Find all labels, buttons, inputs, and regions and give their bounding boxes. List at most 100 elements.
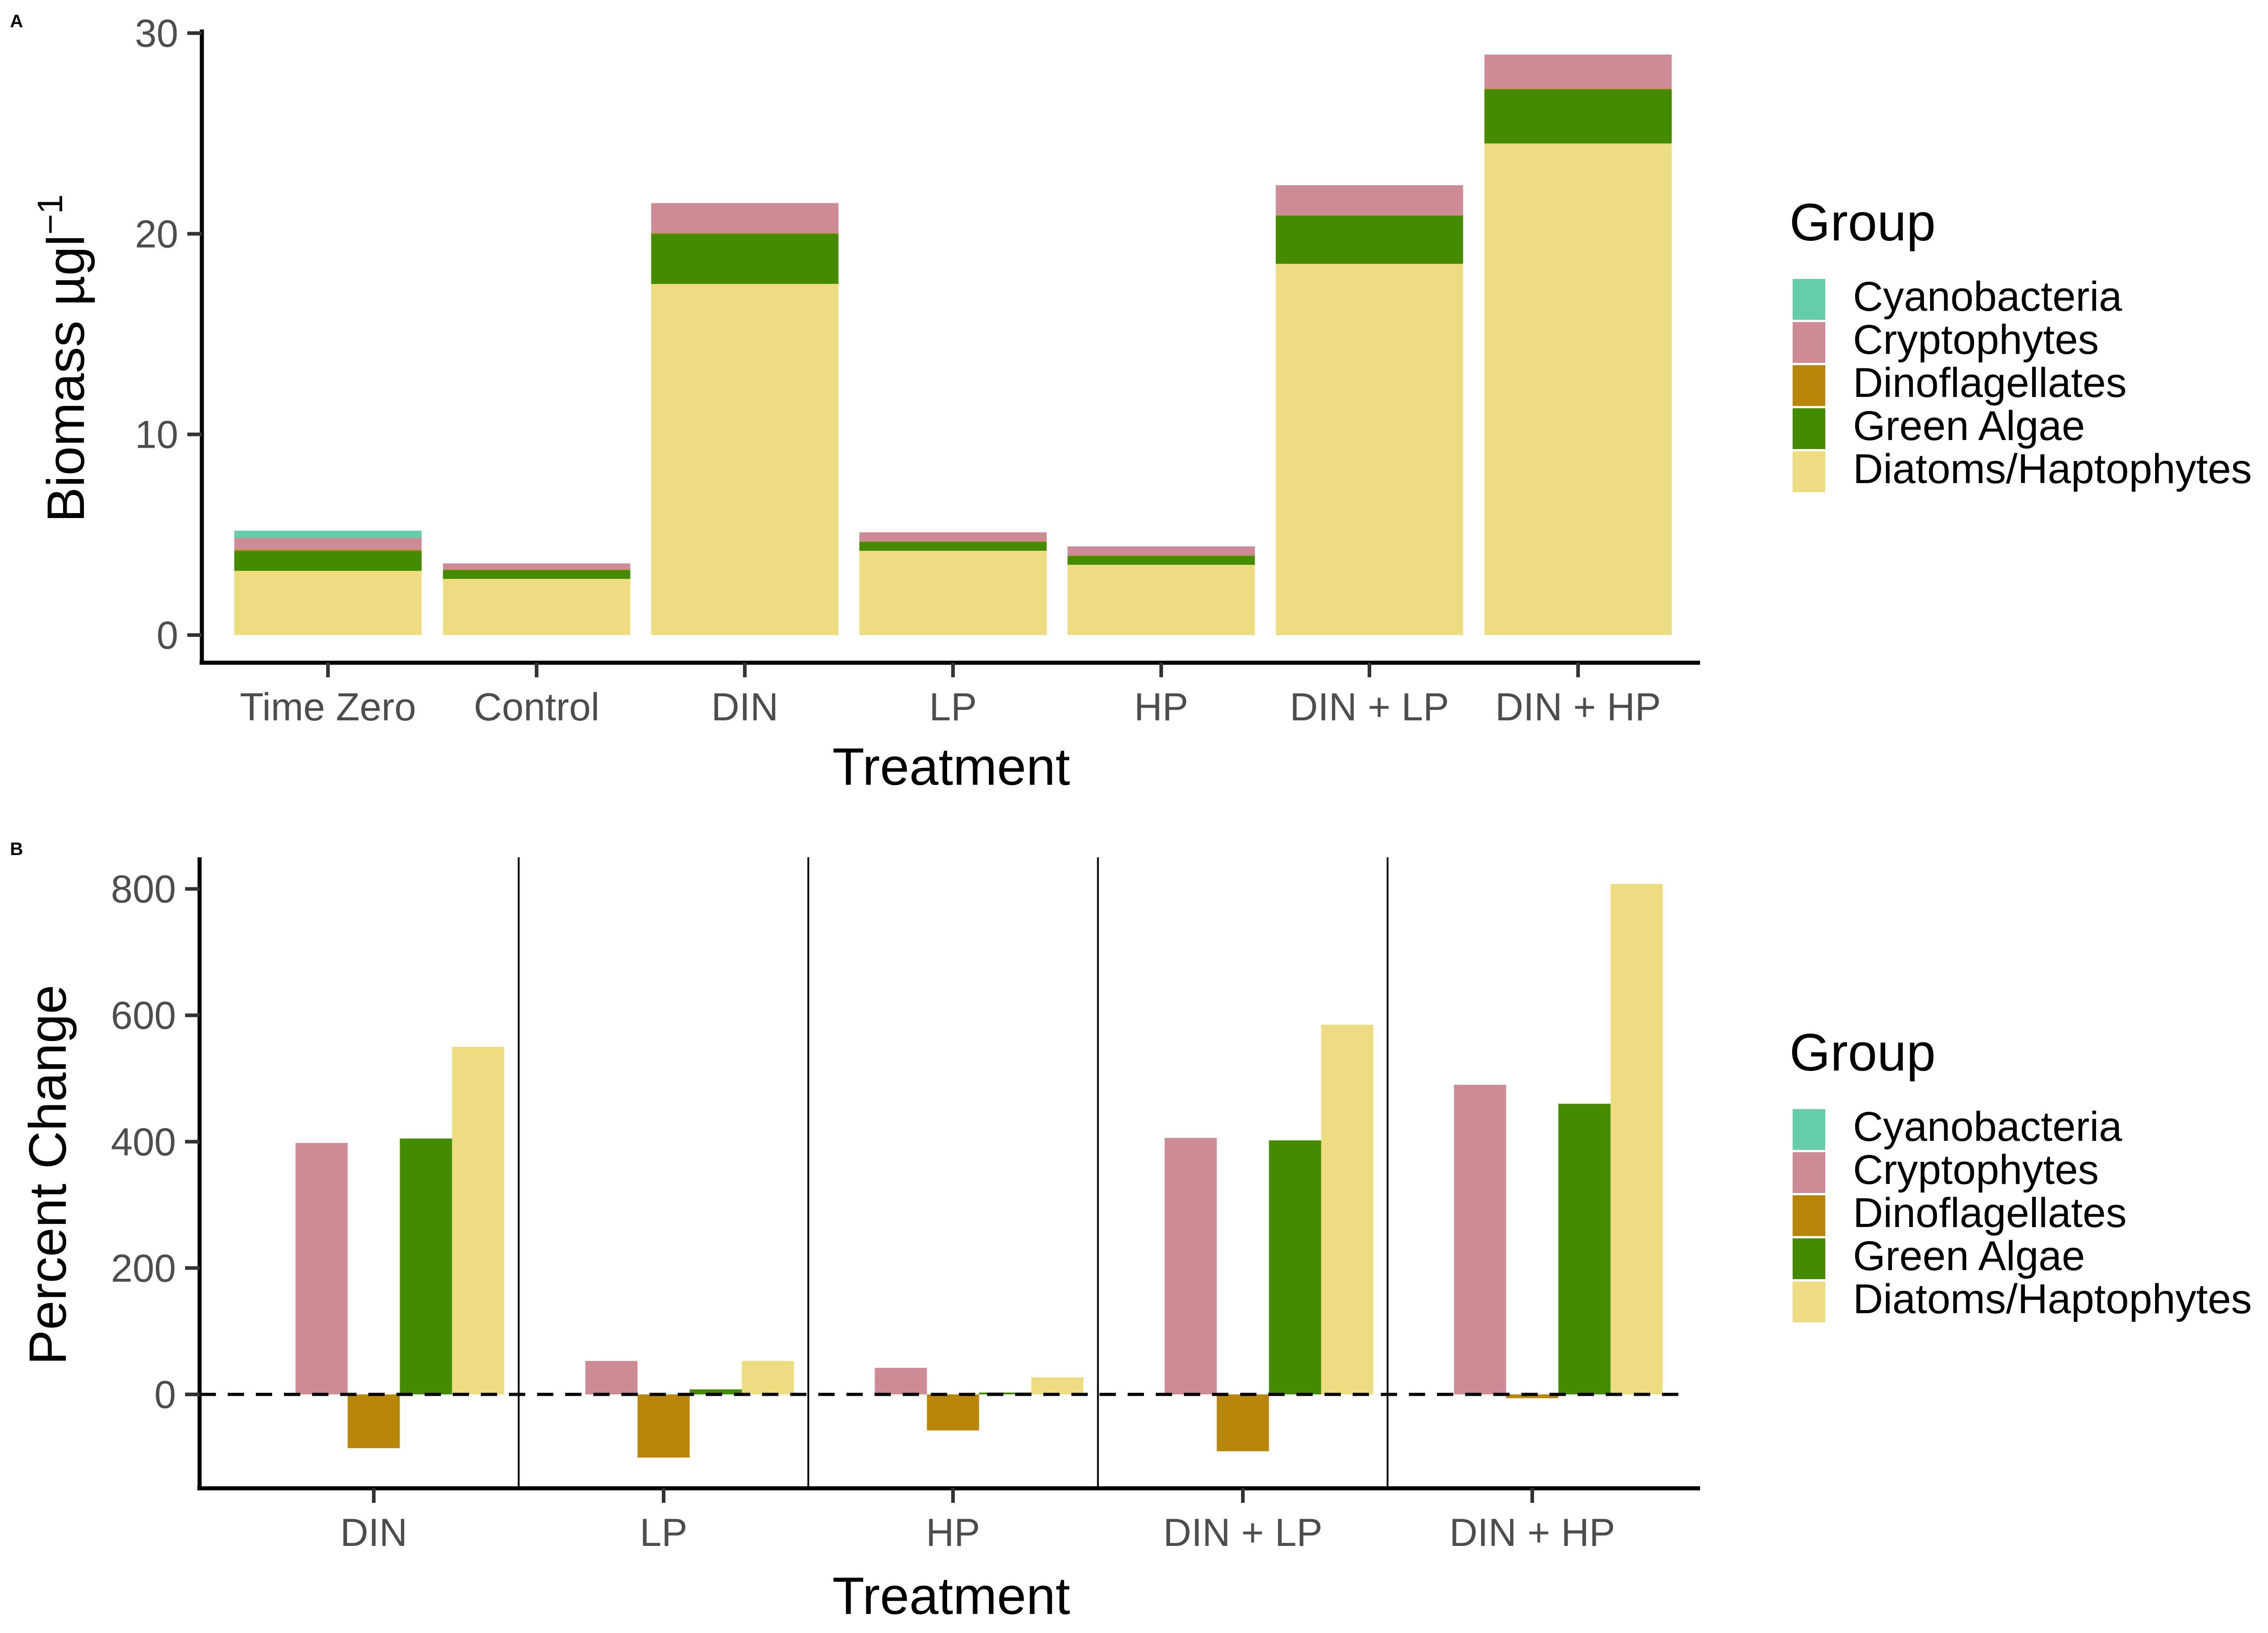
- panel-a-y-tick-label: 10: [135, 413, 178, 457]
- bar-time-zero-cryptophytes: [234, 538, 422, 550]
- bar-din-cryptophytes: [295, 1143, 348, 1395]
- bar-din-green-algae: [400, 1138, 452, 1395]
- panel-a-x-tick-label: DIN + HP: [1495, 685, 1661, 729]
- bar-din-lp-diatoms-haptophytes: [1321, 1025, 1374, 1395]
- bar-time-zero-dinoflagellates: [234, 550, 422, 551]
- bar-hp-diatoms-haptophytes: [1067, 565, 1255, 635]
- bar-din-cryptophytes: [651, 203, 839, 234]
- legend-key-cyanobacteria: [1793, 279, 1825, 320]
- bar-hp-dinoflagellates: [1067, 555, 1255, 556]
- panel-a-label: A: [10, 11, 23, 31]
- bar-control-diatoms-haptophytes: [443, 579, 631, 635]
- legend-label-diatoms-haptophytes: Diatoms/Haptophytes: [1853, 1276, 2252, 1322]
- bar-din-hp-cryptophytes: [1454, 1085, 1506, 1395]
- legend-label-cyanobacteria: Cyanobacteria: [1853, 1104, 2122, 1150]
- panel-a-x-tick-label: DIN + LP: [1290, 685, 1449, 729]
- bar-din-lp-diatoms-haptophytes: [1276, 264, 1463, 635]
- bar-control-cryptophytes: [443, 563, 631, 570]
- bar-din-hp-green-algae: [1484, 89, 1672, 144]
- legend-key-dinoflagellates: [1793, 1195, 1825, 1236]
- panel-a-y-axis-title-main: Biomass µgl: [36, 235, 95, 522]
- bar-lp-green-algae: [689, 1389, 742, 1395]
- panel-b-y-axis-title: Percent Change: [18, 985, 77, 1365]
- panel-a-y-tick-label: 30: [135, 12, 178, 55]
- bar-din-hp-diatoms-haptophytes: [1484, 143, 1672, 635]
- panel-a-y-axis-title: Biomass µgl−1: [30, 194, 95, 522]
- panel-b-x-tick-label: HP: [926, 1511, 980, 1555]
- bar-din-dinoflagellates: [651, 233, 839, 234]
- bar-din-dinoflagellates: [347, 1394, 400, 1448]
- bar-din-hp-green-algae: [1558, 1104, 1611, 1395]
- panel-a-y-tick-label: 0: [156, 614, 178, 657]
- panel-a-y-ticks: 0 10 20 30: [135, 12, 202, 657]
- bar-din-lp-dinoflagellates: [1276, 215, 1463, 216]
- bar-hp-green-algae: [1067, 556, 1255, 565]
- bar-lp-diatoms-haptophytes: [742, 1361, 794, 1395]
- bar-hp-dinoflagellates: [927, 1394, 979, 1431]
- panel-b-legend-title: Group: [1789, 1023, 1936, 1082]
- bar-control-dinoflagellates: [443, 569, 631, 570]
- panel-a-x-tick-label: HP: [1134, 685, 1188, 729]
- panel-b-x-tick-label: DIN: [340, 1511, 407, 1555]
- bar-din-hp-dinoflagellates: [1506, 1394, 1559, 1398]
- bar-hp-green-algae: [979, 1392, 1031, 1395]
- panel-b-label: B: [10, 839, 23, 859]
- panel-b-x-tick-label: DIN + LP: [1163, 1511, 1322, 1555]
- bar-time-zero-diatoms-haptophytes: [234, 571, 422, 635]
- bar-din-lp-cryptophytes: [1164, 1138, 1217, 1395]
- panel-a-y-tick-label: 20: [135, 212, 178, 256]
- bar-din-diatoms-haptophytes: [452, 1046, 504, 1395]
- panel-a-x-ticks: Time Zero Control DIN LP HP DIN + LP DIN + HP: [240, 663, 1661, 729]
- panel-b-legend: Group CyanobacteriaCryptophytesDinoflage…: [1789, 1023, 2252, 1322]
- bar-din-hp-diatoms-haptophytes: [1610, 884, 1663, 1395]
- bar-din-hp-cryptophytes: [1484, 54, 1672, 89]
- legend-label-dinoflagellates: Dinoflagellates: [1853, 1190, 2126, 1236]
- panel-b-x-tick-label: LP: [640, 1511, 687, 1555]
- panel-b-y-tick-label: 600: [111, 994, 176, 1037]
- panel-a-legend-title: Group: [1789, 193, 1936, 252]
- legend-key-dinoflagellates: [1793, 365, 1825, 406]
- panel-b-treatment-separators: [518, 857, 1388, 1488]
- panel-b-y-tick-label: 400: [111, 1120, 176, 1164]
- panel-b-x-tick-label: DIN + HP: [1449, 1511, 1615, 1555]
- legend-label-cyanobacteria: Cyanobacteria: [1853, 274, 2122, 320]
- legend-label-cryptophytes: Cryptophytes: [1853, 317, 2099, 363]
- bar-hp-diatoms-haptophytes: [1031, 1377, 1084, 1395]
- bar-lp-dinoflagellates: [859, 541, 1047, 542]
- legend-label-cryptophytes: Cryptophytes: [1853, 1147, 2099, 1193]
- bar-time-zero-cyanobacteria: [234, 530, 422, 538]
- bar-din-lp-green-algae: [1269, 1140, 1321, 1395]
- panel-a-biomass-chart: A 0 10 20 30 Time Zero Control DIN LP HP DIN + L…: [10, 11, 2252, 796]
- legend-key-green-algae: [1793, 1238, 1825, 1279]
- legend-key-cyanobacteria: [1793, 1109, 1825, 1150]
- bar-din-lp-dinoflagellates: [1217, 1394, 1269, 1452]
- bar-lp-cryptophytes: [859, 532, 1047, 542]
- panel-a-x-tick-label: Control: [474, 685, 599, 729]
- panel-b-bars: [295, 884, 1663, 1458]
- panel-b-y-ticks: 0 200 400 600 800: [111, 868, 200, 1417]
- legend-key-diatoms-haptophytes: [1793, 451, 1825, 492]
- bar-hp-cryptophytes: [1067, 546, 1255, 556]
- bar-control-green-algae: [443, 570, 631, 579]
- panel-a-x-tick-label: LP: [929, 685, 977, 729]
- bar-din-green-algae: [651, 234, 839, 284]
- legend-label-green-algae: Green Algae: [1853, 1233, 2085, 1279]
- bar-din-lp-cryptophytes: [1276, 185, 1463, 215]
- bar-time-zero-green-algae: [234, 551, 422, 571]
- legend-key-diatoms-haptophytes: [1793, 1281, 1825, 1322]
- panel-b-x-axis-title: Treatment: [832, 1566, 1070, 1625]
- legend-key-cryptophytes: [1793, 1152, 1825, 1193]
- bar-lp-cryptophytes: [585, 1361, 638, 1395]
- panel-a-x-tick-label: DIN: [711, 685, 778, 729]
- bar-din-diatoms-haptophytes: [651, 284, 839, 635]
- legend-label-dinoflagellates: Dinoflagellates: [1853, 360, 2126, 406]
- panel-a-x-axis-title: Treatment: [832, 737, 1070, 796]
- panel-a-y-axis-title-superscript: −1: [30, 194, 70, 235]
- bar-din-lp-green-algae: [1276, 215, 1463, 264]
- panel-a-legend: Group CyanobacteriaCryptophytesDinoflage…: [1789, 193, 2252, 492]
- legend-key-cryptophytes: [1793, 322, 1825, 363]
- panel-b-y-tick-label: 800: [111, 868, 176, 911]
- panel-b-y-tick-label: 200: [111, 1247, 176, 1290]
